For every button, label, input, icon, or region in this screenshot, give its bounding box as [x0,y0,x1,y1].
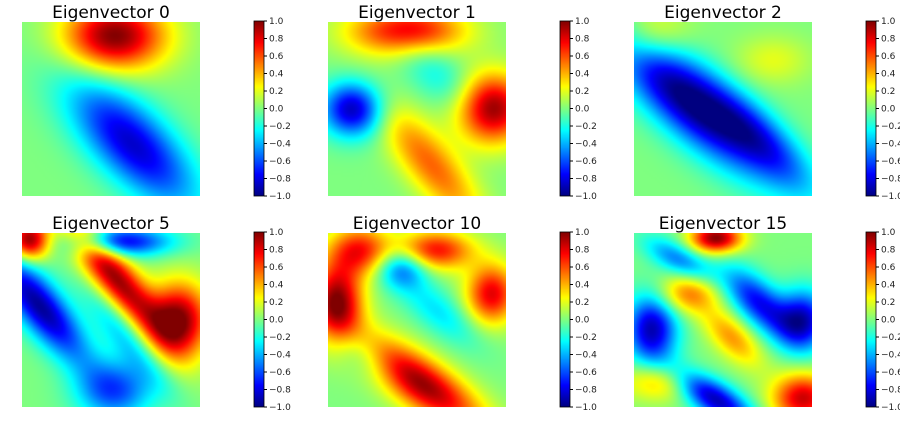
panel-title: Eigenvector 5 [52,214,170,234]
colorbar-tick-label: −0.2 [269,333,291,343]
colorbar [560,232,570,407]
colorbar-tick-label: 0.0 [881,316,896,326]
colorbar-tick-label: 0.2 [269,87,283,97]
colorbar-tick-label: −0.2 [575,122,597,132]
colorbar-tick-label: −0.4 [881,140,900,150]
colorbar-tick-label: −1.0 [575,403,597,413]
colorbar-tick-label: −0.6 [575,157,597,167]
heatmap-image [22,22,200,196]
colorbar-tick-label: −0.8 [269,386,291,396]
colorbar [254,21,264,196]
colorbar-tick-label: 1.0 [269,17,284,27]
colorbar-tick-label: −0.4 [269,140,291,150]
colorbar-tick-label: −0.2 [881,122,900,132]
colorbar-tick-label: 0.2 [269,298,283,308]
colorbar-tick-label: 0.4 [269,281,284,291]
colorbar-tick-label: 0.6 [881,263,896,273]
colorbar-tick-label: 0.8 [269,35,284,45]
heatmap-image [634,22,812,196]
colorbar-tick-label: 0.6 [269,52,284,62]
colorbar-tick-label: 0.8 [881,246,896,256]
colorbar-tick-label: −0.2 [575,333,597,343]
colorbar-tick-label: 0.2 [881,298,895,308]
colorbar-tick-label: −0.4 [575,140,597,150]
colorbar-tick-label: 0.6 [269,263,284,273]
colorbar-tick-label: −0.2 [269,122,291,132]
heatmap-image [22,233,200,407]
colorbar-tick-label: 0.6 [575,52,590,62]
colorbar-tick-label: −1.0 [881,403,900,413]
panel-eigenvector-5: Eigenvector 15 1.0 0.8 0.6 0.4 0.2 0.0 −0.2 −0.4… [634,214,900,413]
colorbar-tick-label: −0.6 [881,368,900,378]
colorbar-tick-label: −0.4 [575,351,597,361]
panel-eigenvector-0: Eigenvector 0 1.0 0.8 0.6 0.4 0.2 0.0 −0.2 −0.4 −… [22,3,291,202]
colorbar-tick-label: 1.0 [269,228,284,238]
colorbar-tick-label: 0.0 [881,105,896,115]
colorbar-tick-label: −0.6 [881,157,900,167]
panel-eigenvector-1: Eigenvector 1 1.0 0.8 0.6 0.4 0.2 0.0 −0.2 −0.4 −… [328,3,597,202]
colorbar-tick-label: 0.4 [881,70,896,80]
colorbar-tick-label: 0.6 [575,263,590,273]
colorbar-tick-label: −1.0 [881,192,900,202]
colorbar [866,232,876,407]
colorbar-tick-label: 0.2 [575,298,589,308]
panel-title: Eigenvector 2 [664,3,782,23]
panel-title: Eigenvector 15 [659,214,787,234]
colorbar-tick-label: −0.8 [881,175,900,185]
panel-title: Eigenvector 0 [52,3,170,23]
colorbar-tick-label: 0.4 [269,70,284,80]
colorbar-tick-label: −0.4 [269,351,291,361]
colorbar-tick-label: 1.0 [575,17,590,27]
colorbar-tick-label: 0.0 [269,316,284,326]
colorbar-tick-label: −1.0 [269,403,291,413]
colorbar-tick-label: 0.6 [881,52,896,62]
colorbar-tick-label: 1.0 [881,228,896,238]
colorbar-tick-label: 0.0 [575,316,590,326]
colorbar-tick-label: −0.8 [575,386,597,396]
colorbar [254,232,264,407]
colorbar-tick-label: −0.6 [269,157,291,167]
colorbar-tick-label: 0.2 [881,87,895,97]
colorbar-tick-label: −0.6 [575,368,597,378]
panel-eigenvector-3: Eigenvector 5 1.0 0.8 0.6 0.4 0.2 0.0 −0.2 −0.4 −… [22,214,291,413]
colorbar [866,21,876,196]
colorbar-tick-label: 0.8 [575,246,590,256]
colorbar-tick-label: −0.4 [881,351,900,361]
heatmap-image [328,233,506,407]
colorbar-tick-label: −0.2 [881,333,900,343]
colorbar-tick-label: 0.4 [881,281,896,291]
panel-eigenvector-2: Eigenvector 2 1.0 0.8 0.6 0.4 0.2 0.0 −0.2 −0.4 −… [634,3,900,202]
colorbar-tick-label: 0.0 [269,105,284,115]
heatmap-image [328,22,506,196]
colorbar-tick-label: 0.4 [575,281,590,291]
colorbar-tick-label: 0.8 [881,35,896,45]
colorbar-tick-label: 0.8 [269,246,284,256]
colorbar-tick-label: −1.0 [269,192,291,202]
colorbar-tick-label: −0.8 [881,386,900,396]
colorbar-tick-label: −0.6 [269,368,291,378]
colorbar-tick-label: 1.0 [881,17,896,27]
heatmap-image [634,233,812,407]
panel-title: Eigenvector 10 [353,214,481,234]
colorbar-tick-label: −1.0 [575,192,597,202]
colorbar-tick-label: 0.8 [575,35,590,45]
colorbar-tick-label: −0.8 [269,175,291,185]
panel-eigenvector-4: Eigenvector 10 1.0 0.8 0.6 0.4 0.2 0.0 −0.2 −0.4… [328,214,597,413]
colorbar-tick-label: 1.0 [575,228,590,238]
colorbar-tick-label: 0.2 [575,87,589,97]
colorbar [560,21,570,196]
panel-title: Eigenvector 1 [358,3,476,23]
colorbar-tick-label: 0.0 [575,105,590,115]
colorbar-tick-label: 0.4 [575,70,590,80]
colorbar-tick-label: −0.8 [575,175,597,185]
